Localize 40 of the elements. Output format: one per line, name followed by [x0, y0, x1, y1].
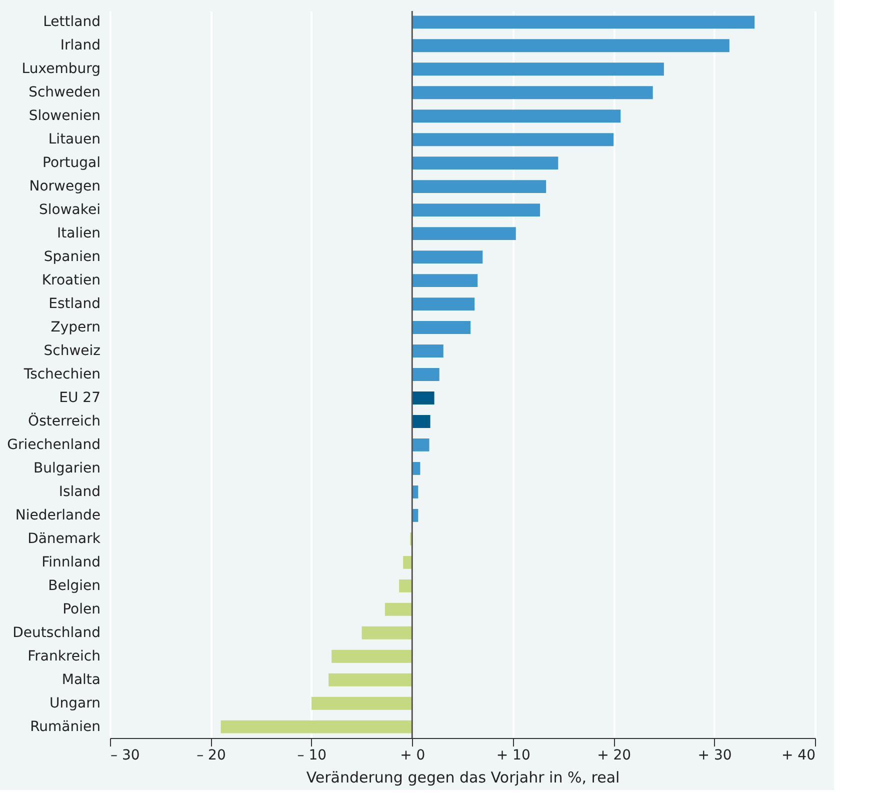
y-tick-label: Ungarn [50, 695, 100, 712]
y-tick-label: Portugal [42, 155, 100, 172]
y-tick-label: Norwegen [29, 178, 100, 195]
y-tick-label: Slowenien [28, 108, 100, 124]
x-axis-title: Veränderung gegen das Vorjahr in %, real [306, 768, 620, 786]
y-tick-label: Lettland [43, 14, 100, 30]
y-tick-label: Italien [57, 226, 100, 242]
x-tick-label: + 30 [698, 748, 732, 764]
y-tick-label: Island [58, 484, 100, 500]
y-tick-label: EU 27 [59, 390, 100, 406]
x-tick-label: – 30 [110, 748, 140, 764]
y-tick-label: Polen [62, 601, 100, 618]
y-tick-label: Frankreich [28, 648, 100, 664]
y-tick-label: Litauen [48, 132, 100, 148]
y-tick-label: Österreich [28, 412, 100, 430]
y-tick-label: Estland [48, 296, 100, 312]
x-tick-label: + 10 [496, 748, 530, 764]
y-tick-label: Schweden [28, 84, 100, 101]
y-tick-label: Finnland [42, 554, 100, 570]
y-tick-label: Tschechien [22, 366, 100, 382]
y-tick-label: Niederlande [15, 507, 100, 524]
x-tick-label: + 40 [782, 748, 816, 764]
y-tick-label: Rumänien [30, 718, 100, 735]
y-tick-label: Spanien [44, 249, 100, 266]
y-tick-label: Luxemburg [22, 61, 100, 78]
x-tick-label: – 10 [297, 748, 327, 764]
x-tick-label: – 20 [196, 748, 226, 764]
y-tick-label: Bulgarien [34, 460, 100, 476]
y-tick-label: Belgien [48, 578, 100, 594]
y-tick-label: Malta [62, 672, 100, 688]
y-tick-label: Schweiz [44, 343, 100, 360]
y-tick-label: Griechenland [7, 436, 100, 453]
x-tick-label: + 20 [597, 748, 632, 764]
y-tick-label: Deutschland [12, 624, 100, 641]
x-tick-label: + 0 [400, 748, 426, 764]
y-tick-label: Irland [60, 38, 100, 54]
y-tick-label: Slowakei [39, 202, 100, 218]
y-tick-label: Kroatien [42, 272, 100, 289]
y-tick-label: Zypern [50, 320, 100, 336]
y-tick-label: Dänemark [28, 530, 102, 547]
